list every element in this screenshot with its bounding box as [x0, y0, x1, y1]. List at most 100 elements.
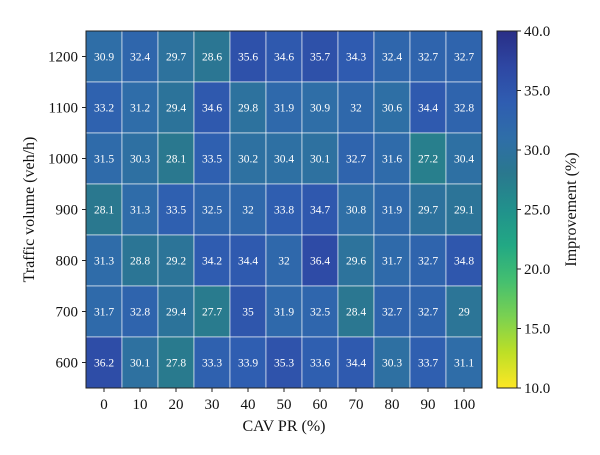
x-tick-label: 40: [241, 397, 256, 413]
cell-value-label: 28.1: [94, 205, 114, 217]
heatmap-cell: [265, 183, 303, 236]
cell-value-label: 32.7: [418, 307, 438, 319]
cell-value-label: 34.6: [202, 103, 222, 115]
cell-value-label: 29.4: [166, 307, 186, 319]
heatmap-cell: [337, 336, 375, 389]
cell-value-label: 32.8: [454, 103, 474, 115]
heatmap-cells: 30.9 32.4 29.7 28.6 35.6 34.6 35.7 34.3 32.4 32.7…: [85, 30, 483, 389]
x-tick-label: 0: [100, 397, 108, 413]
heatmap-cell: [265, 30, 303, 83]
heatmap-cell: [85, 285, 123, 338]
cell-value-label: 32.7: [382, 307, 402, 319]
heatmap-cell: [409, 183, 447, 236]
cell-value-label: 29.4: [166, 103, 186, 115]
heatmap-cell: [193, 183, 231, 236]
heatmap-cell: [85, 81, 123, 134]
cell-value-label: 31.6: [382, 154, 402, 166]
cell-value-label: 30.9: [310, 103, 330, 115]
heatmap-cell: [373, 285, 411, 338]
colorbar: [496, 30, 518, 389]
heatmap-cell: [229, 81, 267, 134]
heatmap-cell: [193, 30, 231, 83]
heatmap-cell: [265, 132, 303, 185]
plot-frame: [85, 30, 483, 389]
heatmap-cell: [157, 336, 195, 389]
x-tick-label: 80: [385, 397, 400, 413]
x-tick-label: 60: [313, 397, 328, 413]
cell-value-label: 32: [278, 256, 290, 268]
cell-value-label: 27.2: [418, 154, 438, 166]
heatmap-cell: [157, 183, 195, 236]
y-tick-label: 1000: [48, 152, 78, 168]
cell-value-label: 30.1: [130, 358, 150, 370]
colorbar-tick-label: 15.0: [524, 322, 550, 338]
colorbar-tick-label: 20.0: [524, 262, 550, 278]
heatmap-cell: [373, 336, 411, 389]
heatmap-cell: [157, 234, 195, 287]
y-tick-label: 600: [56, 356, 79, 372]
heatmap-cell: [373, 81, 411, 134]
cell-value-label: 31.3: [94, 256, 114, 268]
heatmap-cell: [373, 183, 411, 236]
heatmap-cell: [121, 234, 159, 287]
cell-value-label: 32.4: [382, 52, 402, 64]
heatmap-cell: [265, 285, 303, 338]
x-axis-title: CAV PR (%): [243, 418, 326, 435]
colorbar-tick-label: 25.0: [524, 203, 550, 219]
cell-value-label: 34.6: [274, 52, 294, 64]
cell-value-label: 32.4: [130, 52, 150, 64]
cell-value-label: 32.7: [346, 154, 366, 166]
x-tick-label: 10: [133, 397, 148, 413]
cell-value-label: 32.5: [310, 307, 330, 319]
heatmap-cell: [373, 132, 411, 185]
cell-value-label: 33.2: [94, 103, 114, 115]
cell-value-label: 29.2: [166, 256, 186, 268]
cell-value-label: 29.6: [346, 256, 366, 268]
y-tick-label: 900: [56, 203, 79, 219]
heatmap-cell: [229, 234, 267, 287]
heatmap-cell: [265, 234, 303, 287]
cell-value-label: 29.1: [454, 205, 474, 217]
heatmap-cell: [409, 30, 447, 83]
heatmap-cell: [301, 336, 339, 389]
cell-value-label: 32.7: [418, 256, 438, 268]
cell-value-label: 32.5: [202, 205, 222, 217]
cell-value-label: 32: [242, 205, 254, 217]
heatmap-cell: [301, 132, 339, 185]
cell-value-label: 34.4: [418, 103, 438, 115]
heatmap-cell: [301, 81, 339, 134]
cell-value-label: 33.8: [274, 205, 294, 217]
cell-value-label: 30.9: [94, 52, 114, 64]
cell-value-label: 28.8: [130, 256, 150, 268]
cell-value-label: 30.2: [238, 154, 258, 166]
cell-value-label: 34.7: [310, 205, 330, 217]
cell-value-label: 31.9: [274, 307, 294, 319]
x-tick-label: 20: [169, 397, 184, 413]
heatmap-cell: [265, 81, 303, 134]
cell-value-label: 35: [242, 307, 254, 319]
cell-value-label: 30.6: [382, 103, 402, 115]
cell-value-label: 29.8: [238, 103, 258, 115]
cell-value-label: 34.2: [202, 256, 222, 268]
y-tick-label: 800: [56, 254, 79, 270]
cell-value-label: 33.5: [202, 154, 222, 166]
cell-value-label: 30.1: [310, 154, 330, 166]
cell-value-label: 28.6: [202, 52, 222, 64]
x-tick-label: 90: [421, 397, 436, 413]
cell-value-label: 33.5: [166, 205, 186, 217]
y-axis-title: Traffic volume (veh/h): [21, 137, 38, 283]
heatmap-cell: [265, 336, 303, 389]
cell-value-label: 32.7: [454, 52, 474, 64]
y-tick-label: 1100: [49, 101, 78, 117]
heatmap-cell: [445, 336, 483, 389]
cell-value-label: 33.9: [238, 358, 258, 370]
cell-value-label: 28.1: [166, 154, 186, 166]
colorbar-tick-label: 30.0: [524, 143, 550, 159]
cell-value-label: 34.4: [238, 256, 258, 268]
heatmap-cell: [337, 81, 375, 134]
heatmap-cell: [85, 132, 123, 185]
x-tick-label: 70: [349, 397, 364, 413]
heatmap-cell: [157, 132, 195, 185]
heatmap-cell: [193, 336, 231, 389]
cell-value-label: 31.2: [130, 103, 150, 115]
